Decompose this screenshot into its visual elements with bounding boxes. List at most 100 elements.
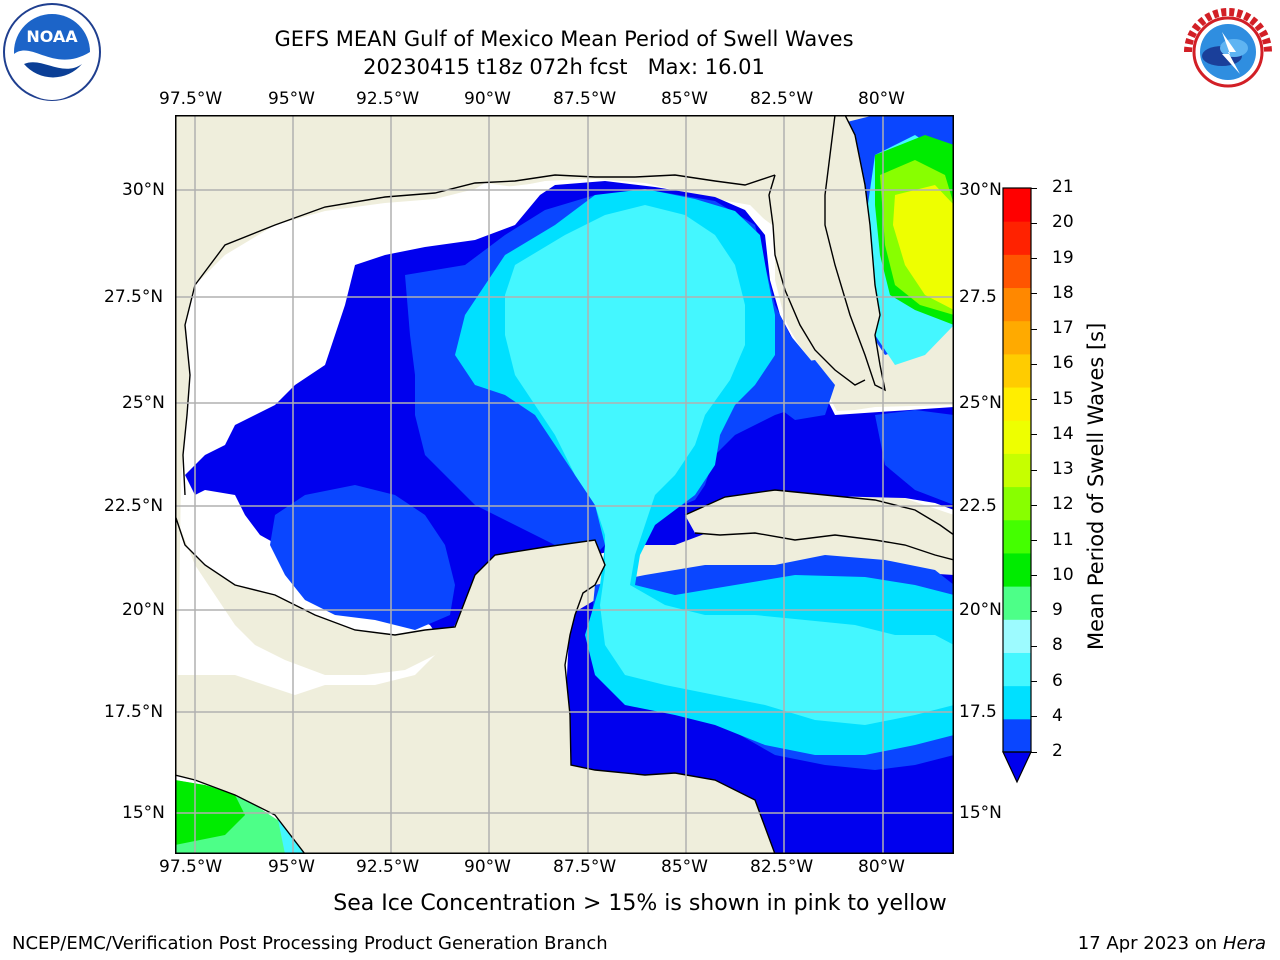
colorbar-tick-label: 8 (1052, 635, 1063, 656)
colorbar-tick-label: 9 (1052, 600, 1063, 620)
colorbar-tick-label: 19 (1052, 247, 1074, 268)
lat-label-right: 22.5 (959, 496, 997, 516)
lat-label-right: 15°N (959, 803, 1002, 823)
lon-label-bottom: 90°W (464, 857, 511, 877)
lat-label-right: 27.5 (959, 287, 997, 307)
lat-label-right: 30°N (959, 180, 1002, 200)
lat-label-left: 22.5°N (104, 496, 164, 516)
colorbar-swatch (1003, 387, 1031, 421)
swell-region-2-4 (875, 410, 954, 505)
lon-label-bottom: 80°W (858, 857, 905, 877)
swell-region-6-8 (505, 205, 954, 725)
chart-subtitle: 20230415 t18z 072h fcst Max: 16.01 (363, 55, 765, 79)
colorbar-tick-mark (1031, 575, 1037, 577)
footer-host: Hera (1222, 933, 1266, 954)
lon-label-top: 97.5°W (159, 89, 223, 109)
colorbar-tick-label: 13 (1052, 459, 1074, 479)
colorbar-tick-label: 18 (1052, 282, 1074, 303)
lat-label-left: 25°N (122, 393, 165, 413)
colorbar-tick-mark (1031, 645, 1037, 647)
colorbar-swatch (1003, 619, 1031, 653)
colorbar-swatches (1003, 188, 1031, 753)
lon-label-top: 90°W (464, 89, 511, 109)
colorbar-tick-label: 2 (1052, 741, 1063, 761)
colorbar-swatch (1003, 453, 1031, 488)
swell-region-2-4 (270, 485, 455, 630)
lat-label-left: 27.5°N (104, 287, 164, 307)
footer-date-text: 17 Apr 2023 on (1077, 933, 1223, 954)
lon-label-top: 82.5°W (750, 89, 814, 109)
swell-period-map (175, 115, 954, 854)
map-frame (175, 115, 954, 854)
colorbar-tick-mark (1031, 751, 1037, 753)
colorbar-tick-label: 16 (1052, 353, 1074, 374)
lat-label-right: 17.5 (959, 702, 997, 722)
colorbar-swatch (1003, 652, 1031, 687)
colorbar-tick-mark (1031, 363, 1037, 365)
lat-label-left: 20°N (122, 600, 165, 620)
colorbar-tick-label: 11 (1052, 529, 1074, 550)
colorbar-tick-label: 20 (1052, 212, 1074, 233)
nws-logo-icon (1178, 2, 1278, 102)
colorbar-swatch (1003, 353, 1031, 388)
colorbar (1002, 187, 1032, 784)
colorbar-swatch (1003, 519, 1031, 554)
colorbar-swatch (1003, 254, 1031, 289)
lon-label-top: 92.5°W (356, 89, 420, 109)
land-florida (775, 115, 885, 390)
swell-region-2-4 (775, 360, 835, 420)
sea-ice-note: Sea Ice Concentration > 15% is shown in … (333, 891, 947, 916)
colorbar-swatch (1003, 188, 1031, 222)
colorbar-tick-mark (1031, 434, 1037, 436)
noaa-logo-icon: NOAA (2, 2, 102, 102)
lon-label-top: 95°W (268, 89, 315, 109)
swell-region-atlantic-14-15 (893, 185, 954, 310)
colorbar-tick-label: 15 (1052, 388, 1074, 409)
coastlines (175, 115, 954, 854)
lat-label-right: 20°N (959, 600, 1002, 620)
colorbar-under-arrow (1002, 751, 1032, 784)
lon-label-bottom: 82.5°W (750, 857, 814, 877)
footer-credit: NCEP/EMC/Verification Post Processing Pr… (12, 933, 608, 954)
colorbar-label: Mean Period of Swell Waves [s] (1084, 322, 1108, 650)
lon-label-bottom: 95°W (268, 857, 315, 877)
colorbar-swatch (1003, 221, 1031, 255)
noaa-logo-text: NOAA (26, 27, 78, 46)
lat-label-left: 30°N (122, 180, 165, 200)
lon-label-top: 85°W (661, 89, 708, 109)
colorbar-tick-label: 12 (1052, 494, 1074, 515)
colorbar-tick-mark (1031, 187, 1037, 189)
land-mexico (175, 115, 775, 515)
colorbar-tick-mark (1031, 610, 1037, 612)
colorbar-tick-label: 17 (1052, 318, 1074, 338)
lat-label-left: 15°N (122, 803, 165, 823)
graticule (175, 115, 954, 854)
colorbar-swatch (1003, 552, 1031, 587)
colorbar-tick-label: 10 (1052, 564, 1074, 585)
lat-label-right: 25°N (959, 393, 1002, 413)
land-central-america (175, 540, 775, 854)
colorbar-swatch (1003, 718, 1031, 753)
chart-title: GEFS MEAN Gulf of Mexico Mean Period of … (274, 27, 854, 51)
lon-label-top: 80°W (858, 89, 905, 109)
colorbar-tick-mark (1031, 222, 1037, 224)
lon-label-bottom: 85°W (661, 857, 708, 877)
colorbar-tick-mark (1031, 399, 1037, 400)
colorbar-tick-mark (1031, 540, 1037, 541)
land-mexico-south (175, 515, 455, 675)
lon-label-top: 87.5°W (553, 89, 617, 109)
land-florida-peninsula (765, 175, 865, 385)
colorbar-swatch (1003, 287, 1031, 322)
colorbar-tick-label: 4 (1052, 705, 1063, 726)
colorbar-swatch (1003, 420, 1031, 454)
lon-label-bottom: 87.5°W (553, 857, 617, 877)
colorbar-tick-mark (1031, 504, 1037, 506)
colorbar-tick-mark (1031, 258, 1037, 259)
colorbar-tick-mark (1031, 293, 1037, 295)
land-cuba (685, 490, 954, 560)
colorbar-swatch (1003, 685, 1031, 720)
colorbar-tick-label: 21 (1052, 177, 1074, 197)
colorbar-tick-label: 14 (1052, 423, 1074, 444)
footer-date: 17 Apr 2023 on Hera (1078, 933, 1266, 954)
colorbar-tick-mark (1031, 328, 1037, 330)
